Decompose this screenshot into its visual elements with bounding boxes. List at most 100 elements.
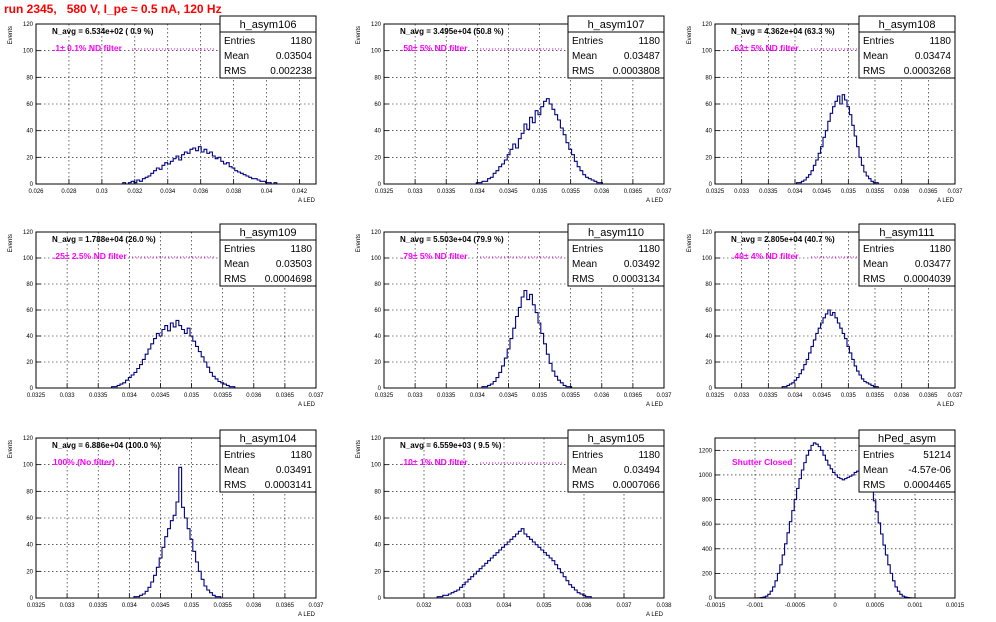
y-tick-label-2: 40 — [374, 543, 381, 549]
y-tick-label-3: 60 — [374, 308, 381, 314]
stats-box — [567, 15, 665, 79]
x-tick-label-8: 0.0365 — [276, 603, 295, 609]
n-avg-annotation: N_avg = 6.886e+04 (100.0 %) — [52, 441, 160, 450]
stats-entries-value: 1180 — [929, 244, 951, 255]
stats-entries-label: Entries — [224, 36, 255, 47]
y-tick-label-4: 80 — [26, 489, 33, 495]
stats-rms-label: RMS — [224, 480, 247, 491]
x-axis-label: A LED — [646, 402, 664, 408]
n-avg-annotation: N_avg = 5.503e+04 (79.9 %) — [400, 235, 504, 244]
stats-mean-label: Mean — [863, 465, 888, 476]
stats-entries-value: 1180 — [929, 36, 951, 47]
y-tick-label-1: 20 — [26, 569, 33, 575]
n-avg-annotation: N_avg = 3.495e+04 (50.8 %) — [400, 27, 504, 36]
x-tick-label-2: -0.0005 — [785, 603, 806, 609]
x-tick-label-7: 0.036 — [594, 189, 610, 195]
stats-rms-value: 0.0003134 — [613, 274, 661, 285]
y-tick-label-2: 40 — [26, 543, 33, 549]
x-tick-label-2: 0.0335 — [437, 393, 456, 399]
stats-rms-label: RMS — [224, 274, 247, 285]
stats-mean-value: -4.57e-06 — [908, 465, 951, 476]
filter-label: .25± 2.5% ND filter — [53, 251, 127, 261]
y-tick-label-2: 40 — [374, 129, 381, 135]
x-tick-label-8: 0.0365 — [624, 189, 643, 195]
y-tick-label-1: 20 — [374, 360, 381, 366]
x-tick-label-5: 0.001 — [907, 603, 923, 609]
panel-h_asym105: 0.032 0.033 0.034 0.035 0.036 0.037 0.038 0 20 40… — [356, 429, 672, 618]
y-tick-label-1: 20 — [374, 569, 381, 575]
y-tick-label-0: 0 — [709, 386, 713, 392]
x-tick-label-2: 0.0335 — [437, 189, 456, 195]
filter-label: .50± 5% ND filter — [401, 43, 468, 53]
x-tick-label-3: 0.034 — [787, 393, 803, 399]
x-tick-label-8: 0.0365 — [919, 189, 938, 195]
x-tick-label-3: 0.034 — [470, 189, 486, 195]
n-avg-annotation: N_avg = 4.362e+04 (63.3 %) — [731, 27, 835, 36]
x-tick-label-7: 0.036 — [894, 189, 910, 195]
y-axis-label: Events — [356, 26, 362, 44]
stats-entries-label: Entries — [863, 36, 894, 47]
x-tick-label-6: 0.0355 — [213, 603, 232, 609]
y-tick-label-6: 120 — [702, 230, 713, 236]
stats-title: h_asym105 — [588, 433, 645, 445]
x-tick-label-5: 0.035 — [841, 393, 857, 399]
x-tick-label-4: 0.0345 — [499, 189, 518, 195]
y-tick-label-6: 120 — [23, 22, 34, 28]
y-axis-label: Events — [356, 440, 362, 458]
y-tick-label-4: 80 — [26, 75, 33, 81]
y-tick-label-3: 60 — [705, 308, 712, 314]
x-tick-label-8: 0.042 — [292, 189, 308, 195]
x-tick-label-2: 0.0335 — [759, 393, 778, 399]
x-axis-label: A LED — [646, 612, 664, 618]
y-tick-label-3: 60 — [26, 516, 33, 522]
y-tick-label-4: 80 — [374, 282, 381, 288]
histogram-line-h_asym106 — [36, 146, 316, 185]
x-tick-label-0: -0.0015 — [705, 603, 726, 609]
y-tick-label-1: 200 — [702, 571, 713, 577]
x-tick-label-6: 0.0355 — [561, 393, 580, 399]
x-tick-label-4: 0.0345 — [151, 603, 170, 609]
x-tick-label-2: 0.034 — [496, 603, 512, 609]
stats-mean-label: Mean — [572, 51, 597, 62]
stats-entries-label: Entries — [224, 244, 255, 255]
y-tick-label-3: 60 — [374, 102, 381, 108]
stats-rms-label: RMS — [572, 480, 595, 491]
stats-rms-label: RMS — [572, 66, 595, 77]
x-tick-label-0: 0.0325 — [706, 393, 725, 399]
y-tick-label-5: 100 — [23, 49, 34, 55]
stats-entries-value: 1180 — [290, 450, 312, 461]
x-tick-label-3: 0.032 — [127, 189, 143, 195]
x-tick-label-5: 0.036 — [193, 189, 209, 195]
stats-rms-value: 0.002238 — [270, 66, 312, 77]
stats-rms-label: RMS — [863, 66, 886, 77]
panel-h_asym107: 0.0325 0.033 0.0335 0.034 0.0345 0.035 0.0355 0… — [356, 15, 672, 204]
y-tick-label-0: 0 — [378, 386, 382, 392]
stats-mean-value: 0.03474 — [915, 51, 952, 62]
stats-entries-value: 1180 — [638, 450, 660, 461]
x-tick-label-4: 0.0005 — [866, 603, 885, 609]
panel-h_asym111: 0.0325 0.033 0.0335 0.034 0.0345 0.035 0.0355 0… — [687, 223, 963, 408]
x-tick-label-5: 0.035 — [184, 393, 200, 399]
stats-title: h_asym111 — [879, 227, 934, 239]
y-tick-label-5: 100 — [371, 463, 382, 469]
x-tick-label-4: 0.0345 — [151, 393, 170, 399]
stats-entries-label: Entries — [572, 36, 603, 47]
stats-mean-label: Mean — [224, 51, 249, 62]
x-tick-label-8: 0.0365 — [624, 393, 643, 399]
y-axis-label: Events — [687, 26, 693, 44]
stats-rms-value: 0.0004039 — [904, 274, 952, 285]
panel-h_asym104: 0.0325 0.033 0.0335 0.034 0.0345 0.035 0.0355 0… — [8, 429, 324, 618]
y-tick-label-0: 0 — [709, 596, 713, 602]
histogram-line-h_asym111 — [715, 309, 955, 389]
y-tick-label-2: 40 — [26, 334, 33, 340]
y-tick-label-3: 60 — [26, 308, 33, 314]
stats-box — [567, 223, 665, 287]
y-tick-label-1: 20 — [374, 155, 381, 161]
x-tick-label-0: 0.0325 — [375, 189, 394, 195]
stats-entries-label: Entries — [572, 450, 603, 461]
x-tick-label-2: 0.0335 — [759, 189, 778, 195]
x-tick-label-6: 0.038 — [226, 189, 242, 195]
n-avg-annotation: N_avg = 1.788e+04 (26.0 %) — [52, 235, 156, 244]
y-tick-label-5: 100 — [23, 256, 34, 262]
stats-box — [858, 15, 956, 79]
